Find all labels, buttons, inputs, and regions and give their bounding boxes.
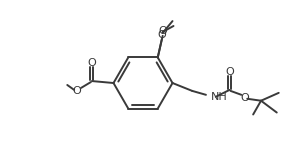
Text: NH: NH	[211, 92, 228, 102]
Text: O: O	[157, 30, 166, 40]
Text: O: O	[158, 26, 167, 36]
Text: O: O	[73, 86, 82, 96]
Text: O: O	[225, 67, 234, 77]
Text: O: O	[88, 58, 96, 68]
Text: O: O	[240, 93, 249, 103]
